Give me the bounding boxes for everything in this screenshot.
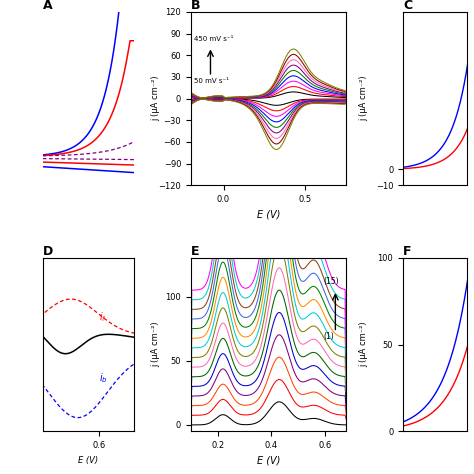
- Text: $i_f$: $i_f$: [99, 310, 107, 324]
- Text: 50 mV s⁻¹: 50 mV s⁻¹: [194, 78, 229, 83]
- Text: $i_b$: $i_b$: [99, 371, 108, 385]
- Text: (15): (15): [323, 277, 339, 286]
- Y-axis label: j (μA cm⁻²): j (μA cm⁻²): [151, 76, 160, 121]
- Y-axis label: j (μA cm⁻²): j (μA cm⁻²): [151, 322, 160, 367]
- Y-axis label: j (μA cm⁻²): j (μA cm⁻²): [359, 76, 368, 121]
- Text: D: D: [43, 245, 53, 258]
- Text: C: C: [403, 0, 412, 12]
- Text: B: B: [191, 0, 201, 12]
- Y-axis label: j (μA cm⁻²): j (μA cm⁻²): [359, 322, 368, 367]
- Text: 450 mV s⁻¹: 450 mV s⁻¹: [194, 36, 234, 42]
- X-axis label: E (V): E (V): [257, 210, 280, 219]
- Text: F: F: [403, 245, 411, 258]
- X-axis label: E (V): E (V): [78, 456, 99, 465]
- Text: (1): (1): [323, 332, 334, 341]
- Text: E: E: [191, 245, 200, 258]
- Text: A: A: [43, 0, 52, 12]
- X-axis label: E (V): E (V): [257, 456, 280, 465]
